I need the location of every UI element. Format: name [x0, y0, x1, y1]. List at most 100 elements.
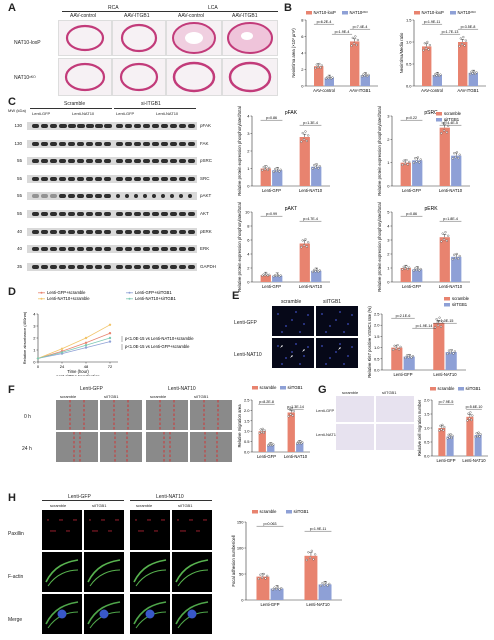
- data-point: [441, 423, 444, 426]
- data-point: [289, 413, 292, 416]
- legend-label: siITGB1: [466, 386, 482, 391]
- col-label-g2: siITGB1: [382, 390, 397, 395]
- data-point: [84, 341, 88, 344]
- blot-band: [143, 124, 150, 128]
- y-tick-label: 4: [387, 224, 390, 229]
- x-tick-label: Lenti-GFP: [402, 284, 421, 289]
- data-point: [436, 72, 440, 75]
- data-point: [280, 587, 283, 590]
- blot-band: [95, 212, 102, 216]
- data-point: [60, 351, 64, 354]
- blot-band: [95, 141, 102, 146]
- blot-row: [27, 122, 197, 130]
- data-point: [449, 433, 452, 436]
- blot-band: [179, 247, 186, 252]
- legend-label: Lenti-NAT10+scramble: [47, 296, 90, 301]
- blot-row: [27, 262, 197, 271]
- data-point: [412, 269, 415, 272]
- data-point: [318, 62, 321, 66]
- data-point: [404, 356, 407, 359]
- bar: [318, 584, 332, 600]
- blot-band: [143, 176, 150, 181]
- legend-swatch: [252, 386, 258, 390]
- data-point: [261, 427, 264, 430]
- chart-b: 0 2 4 6 8 AAV-control AAV-ITGB1 Neointima area …: [291, 10, 486, 93]
- blot-band: [95, 159, 102, 164]
- x-tick-label: Lenti-NAT10: [462, 458, 486, 463]
- blot-band: [161, 176, 168, 181]
- p-value: p=0.22: [406, 116, 417, 120]
- actin-fiber: [175, 559, 209, 583]
- data-point: [326, 584, 329, 587]
- blot-band: [170, 141, 177, 146]
- col-label-e2: siITGB1: [323, 299, 342, 305]
- p-value: p=1.3E-14: [287, 405, 304, 409]
- data-point: [401, 268, 404, 271]
- blot-band: [170, 264, 177, 269]
- data-point: [414, 267, 417, 270]
- data-point: [475, 71, 478, 74]
- lane-label: Lenti-NAT10: [72, 111, 95, 116]
- paxillin-spot: [108, 530, 110, 532]
- data-point: [468, 417, 471, 420]
- paxillin-spot: [147, 519, 149, 521]
- row-label-f2: 24 h: [22, 446, 32, 452]
- panel-label-b: B: [284, 2, 292, 14]
- blot-band: [77, 176, 84, 181]
- data-point: [287, 415, 290, 418]
- y-tick-label: 2: [387, 137, 390, 142]
- data-point: [435, 318, 438, 321]
- blot-band: [68, 141, 75, 146]
- x-tick-label: Lenti-NAT10: [284, 454, 308, 459]
- data-point: [458, 45, 461, 48]
- paxillin-spot: [182, 530, 184, 532]
- x-tick-label: Lenti-NAT10: [299, 188, 323, 193]
- data-point: [471, 414, 474, 417]
- data-point: [276, 167, 279, 170]
- data-point: [451, 258, 454, 261]
- data-point: [455, 252, 458, 256]
- paxillin-spot: [177, 519, 179, 521]
- blot-band: [41, 264, 48, 269]
- y-tick-label: 1.5: [374, 334, 380, 339]
- data-point: [415, 160, 418, 163]
- nucleus: [57, 609, 67, 619]
- blot-band: [95, 176, 102, 181]
- nucleus: [285, 325, 287, 327]
- mw-marker: 55: [16, 211, 22, 216]
- blot-band: [50, 247, 57, 252]
- data-point: [291, 414, 294, 417]
- data-point: [458, 254, 461, 258]
- data-point: [275, 274, 278, 278]
- arrow-icon: [280, 345, 283, 348]
- blot-band: [134, 194, 138, 199]
- scratch-image: [56, 400, 98, 430]
- bar: [314, 66, 324, 86]
- blot-band: [59, 212, 66, 216]
- mw-marker: 40: [16, 228, 22, 234]
- actin-fiber: [175, 601, 209, 625]
- data-point: [313, 164, 316, 167]
- blot-band: [77, 141, 84, 146]
- col-label-h: scramble: [136, 503, 153, 508]
- y-axis-label: Neointima area (×10³ µm²): [291, 28, 296, 78]
- blot-row: [27, 139, 197, 148]
- series-line: [37, 332, 111, 359]
- p-value: p=5.6E-10: [466, 405, 483, 409]
- chart-title: pSRC: [424, 110, 438, 116]
- data-point: [414, 157, 417, 160]
- blot-band: [41, 159, 48, 164]
- data-point: [441, 320, 444, 323]
- blot-band: [152, 159, 159, 164]
- bar: [272, 275, 283, 282]
- data-point: [442, 429, 445, 432]
- y-axis-label: Relative protein expression phosphorylat…: [377, 106, 382, 195]
- data-point: [299, 440, 302, 443]
- blot-band: [86, 124, 94, 128]
- bar: [400, 268, 411, 282]
- data-point: [476, 434, 479, 438]
- paxillin-spot: [203, 519, 205, 521]
- bar: [299, 137, 310, 186]
- scratch-image: [100, 400, 142, 430]
- immunofluorescence-image: [84, 510, 124, 550]
